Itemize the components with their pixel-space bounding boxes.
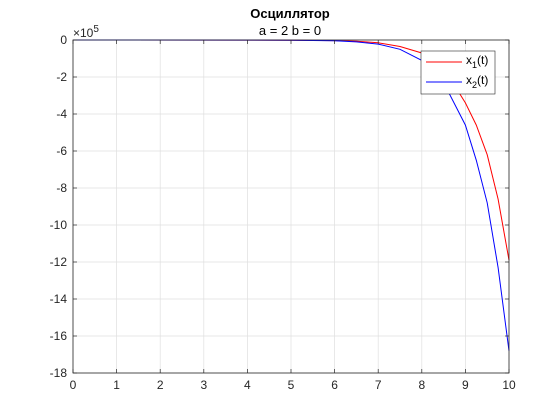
legend-box: [420, 50, 496, 95]
x-tick-label: 1: [113, 378, 120, 392]
y-tick-label: -6: [56, 144, 67, 158]
y-tick-label: -8: [56, 181, 67, 195]
y-tick-label: -10: [50, 218, 68, 232]
y-tick-label: -12: [50, 255, 68, 269]
chart-title: Осциллятор: [250, 6, 330, 21]
chart-subtitle: a = 2 b = 0: [259, 23, 321, 38]
legend-entry-1: x1(t): [426, 53, 488, 70]
y-axis-ticks: 0 -2 -4 -6 -8 -10 -12 -14 -16 -18: [50, 33, 509, 380]
x-tick-label: 0: [70, 378, 77, 392]
legend-entry-2: x2(t): [426, 73, 488, 90]
legend: x1(t) x2(t): [420, 50, 496, 95]
x-tick-label: 7: [375, 378, 382, 392]
x-tick-label: 10: [502, 378, 516, 392]
x-tick-label: 6: [331, 378, 338, 392]
y-exponent-label: ×105: [73, 24, 99, 40]
legend-label-1: x1(t): [466, 53, 488, 70]
x-tick-label: 5: [288, 378, 295, 392]
y-exponent: ×105: [73, 24, 99, 40]
x-tick-label: 8: [418, 378, 425, 392]
y-tick-label: -16: [50, 329, 68, 343]
y-tick-label: -4: [56, 107, 67, 121]
x-axis-ticks: 0 1 2 3 4 5 6 7 8 9 10: [70, 40, 516, 392]
y-tick-label: -14: [50, 292, 68, 306]
y-tick-label: 0: [60, 33, 67, 47]
legend-label-2: x2(t): [466, 73, 488, 90]
x-tick-label: 3: [200, 378, 207, 392]
y-tick-label: -18: [50, 366, 68, 380]
y-tick-label: -2: [56, 70, 67, 84]
x-tick-label: 2: [157, 378, 164, 392]
x-tick-label: 4: [244, 378, 251, 392]
x-tick-label: 9: [462, 378, 469, 392]
